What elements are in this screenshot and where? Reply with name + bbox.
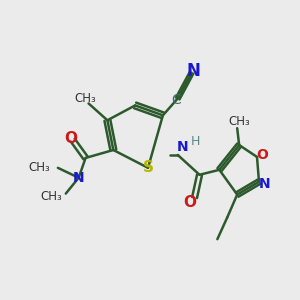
Text: S: S (142, 160, 154, 175)
Text: C: C (171, 94, 181, 107)
Text: N: N (187, 62, 200, 80)
Text: CH₃: CH₃ (75, 92, 97, 105)
Text: O: O (64, 130, 77, 146)
Text: O: O (183, 195, 196, 210)
Text: CH₃: CH₃ (40, 190, 62, 203)
Text: CH₃: CH₃ (228, 115, 250, 128)
Text: O: O (256, 148, 268, 162)
Text: CH₃: CH₃ (28, 161, 50, 174)
Text: H: H (191, 135, 200, 148)
Text: N: N (177, 140, 188, 154)
Text: N: N (73, 171, 85, 185)
Text: N: N (259, 177, 271, 191)
